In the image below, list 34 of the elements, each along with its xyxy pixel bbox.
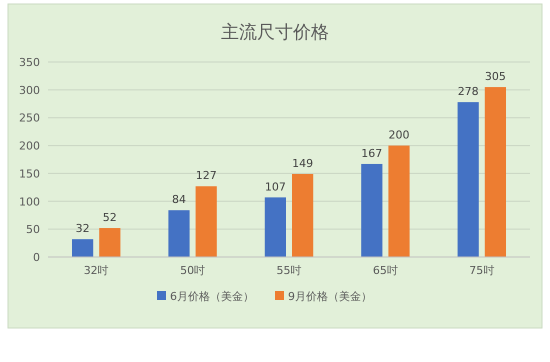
bar — [72, 239, 94, 257]
data-label: 278 — [458, 85, 479, 98]
bar — [361, 164, 382, 257]
y-tick-label: 200 — [19, 140, 40, 153]
y-tick-label: 250 — [19, 112, 40, 125]
bar — [168, 210, 190, 257]
data-label: 200 — [388, 128, 410, 142]
data-label: 167 — [361, 146, 382, 160]
data-label: 149 — [292, 156, 314, 170]
x-tick-label: 32吋 — [84, 264, 109, 277]
data-label: 305 — [484, 70, 506, 84]
x-tick-label: 50吋 — [180, 264, 206, 277]
x-tick-label: 75吋 — [469, 264, 494, 277]
data-label: 52 — [102, 211, 117, 224]
y-tick-label: 0 — [33, 251, 40, 264]
data-label: 127 — [196, 169, 217, 182]
bar — [196, 186, 217, 257]
x-tick-label: 55吋 — [276, 264, 302, 277]
bar — [458, 102, 479, 257]
y-tick-label: 50 — [26, 223, 40, 236]
bar — [264, 197, 286, 257]
bar — [388, 146, 410, 257]
x-tick-label: 65吋 — [372, 264, 398, 277]
bar — [292, 174, 314, 257]
bar — [484, 87, 506, 257]
y-tick-label: 150 — [19, 167, 40, 180]
data-label: 107 — [264, 180, 286, 194]
title: 主流尺寸价格 — [221, 22, 329, 43]
y-tick-label: 100 — [19, 195, 40, 208]
data-label: 32 — [76, 222, 90, 236]
data-label: 84 — [172, 193, 186, 206]
bar — [99, 228, 120, 257]
y-tick-label: 300 — [19, 84, 40, 97]
y-tick-label: 350 — [19, 56, 40, 69]
